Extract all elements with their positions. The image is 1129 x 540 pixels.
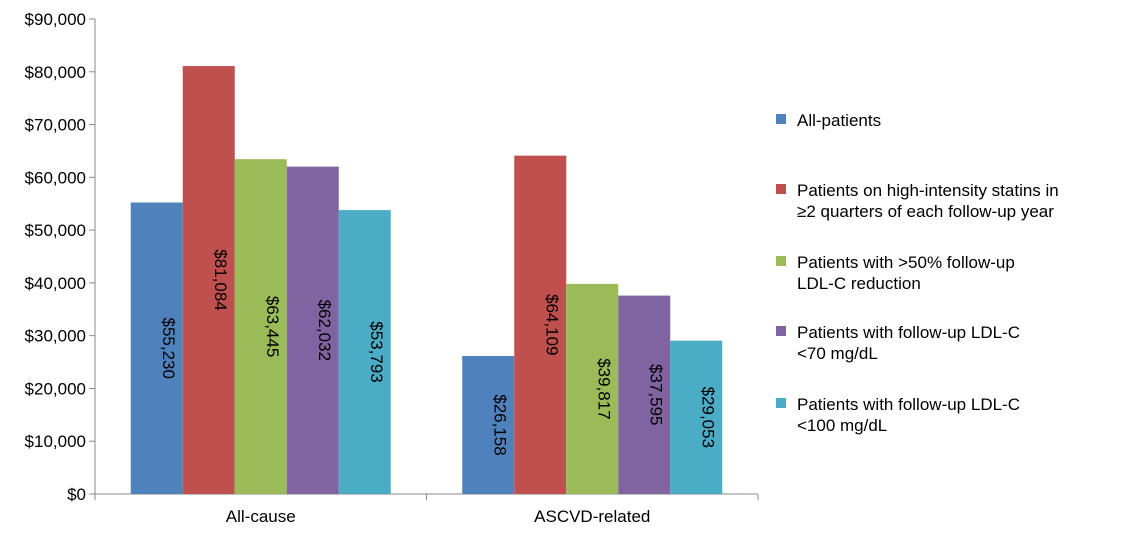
y-tick-label: $90,000 [25, 10, 86, 29]
legend-label: Patients with >50% follow-up [797, 253, 1015, 272]
legend-label: All-patients [797, 111, 881, 130]
legend-label: <100 mg/dL [797, 416, 887, 435]
legend-label: ≥2 quarters of each follow-up year [797, 202, 1054, 221]
legend-swatch [776, 398, 786, 408]
bar [566, 283, 619, 494]
data-label: $39,817 [594, 358, 613, 419]
y-tick-label: $0 [67, 485, 86, 504]
bar [130, 202, 183, 494]
bar [234, 159, 287, 495]
y-tick-label: $40,000 [25, 274, 86, 293]
x-tick-label: ASCVD-related [534, 507, 650, 526]
y-tick-label: $80,000 [25, 63, 86, 82]
x-tick-label: All-cause [226, 507, 296, 526]
y-tick-label: $10,000 [25, 432, 86, 451]
legend-swatch [776, 114, 786, 124]
bar [618, 295, 671, 494]
legend-label: Patients with follow-up LDL-C [797, 395, 1020, 414]
bar [286, 166, 339, 494]
legend-swatch [776, 326, 786, 336]
data-label: $53,793 [367, 321, 386, 382]
data-label: $63,445 [263, 296, 282, 357]
data-label: $81,084 [211, 249, 230, 310]
legend-label: Patients on high-intensity statins in [797, 181, 1059, 200]
legend-swatch [776, 184, 786, 194]
y-tick-label: $70,000 [25, 116, 86, 135]
legend-label: Patients with follow-up LDL-C [797, 323, 1020, 342]
y-tick-label: $20,000 [25, 379, 86, 398]
legend-swatch [776, 256, 786, 266]
data-label: $64,109 [542, 294, 561, 355]
bar [514, 155, 567, 494]
legend-label: <70 mg/dL [797, 344, 878, 363]
y-tick-label: $30,000 [25, 327, 86, 346]
legend-label: LDL-C reduction [797, 274, 921, 293]
bar [338, 210, 391, 494]
y-tick-label: $60,000 [25, 168, 86, 187]
data-label: $37,595 [646, 364, 665, 425]
bar [462, 355, 515, 494]
bar [182, 66, 235, 494]
data-label: $26,158 [490, 394, 509, 455]
data-label: $62,032 [315, 300, 334, 361]
data-label: $55,230 [159, 318, 178, 379]
data-label: $29,053 [698, 387, 717, 448]
y-tick-label: $50,000 [25, 221, 86, 240]
bar [670, 340, 723, 494]
